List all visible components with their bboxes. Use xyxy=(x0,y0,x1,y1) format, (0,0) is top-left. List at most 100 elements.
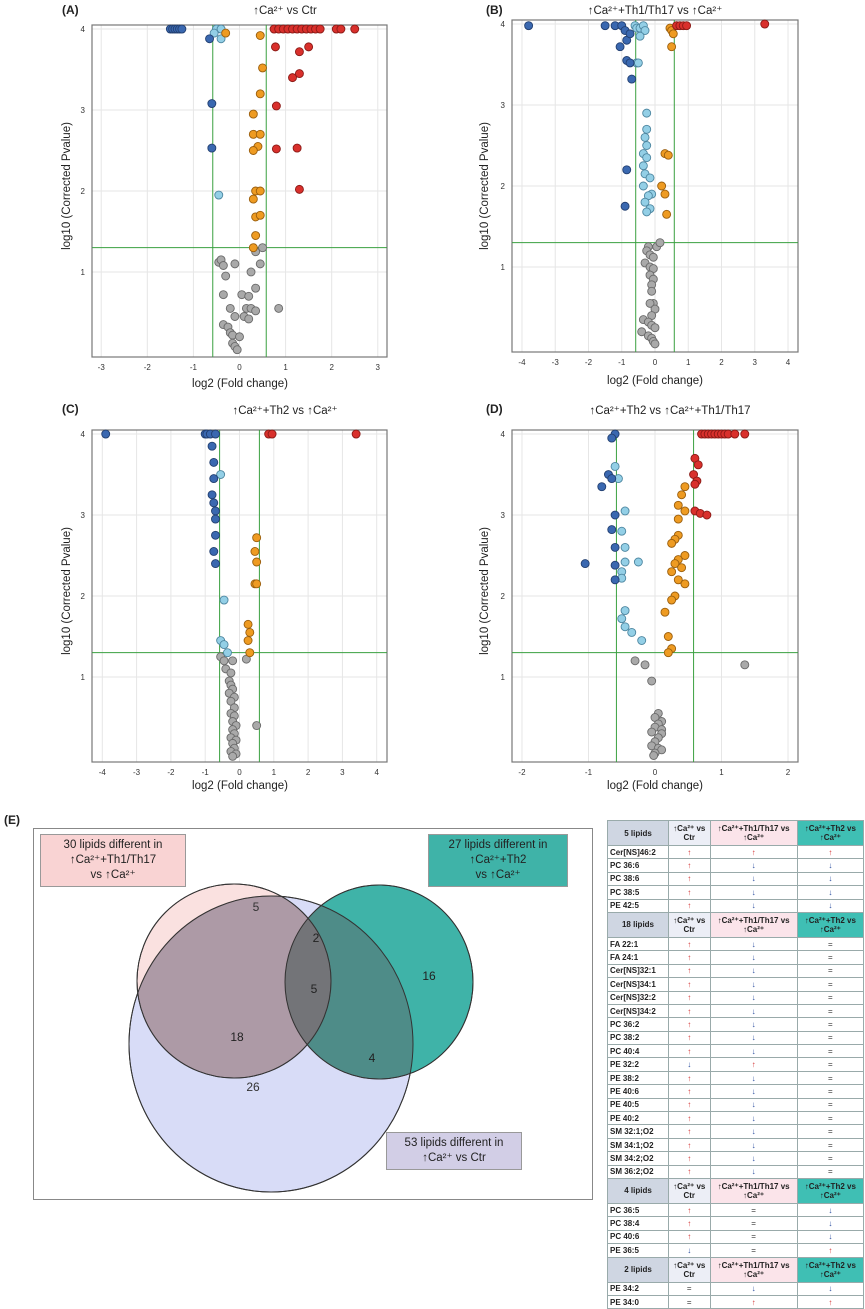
lipid-name: PE 40:5 xyxy=(607,1097,669,1113)
volcano-plot-a: -3 -2 -1 0 1 2 3 1 2 3 4 xyxy=(81,24,388,372)
col-header-ca-vs-ctr: ↑Ca²⁺ vs Ctr xyxy=(668,820,711,846)
x-tick-label: -2 xyxy=(167,768,175,777)
change-indicator: ↑ xyxy=(668,885,711,900)
data-point-lightblue xyxy=(642,207,652,217)
data-point-red xyxy=(294,184,304,194)
data-point-lightblue xyxy=(635,31,645,41)
data-point-darkblue xyxy=(101,429,111,439)
table-row: PE 34:2 = ↓ ↓ xyxy=(607,1281,865,1296)
change-indicator: = xyxy=(796,1070,865,1086)
change-indicator: ↓ xyxy=(709,1137,798,1153)
change-indicator: = xyxy=(796,977,865,992)
x-tick-label: 4 xyxy=(786,358,791,367)
data-point-gray xyxy=(235,332,244,342)
col-header-th1-th17: ↑Ca²⁺+Th1/Th17 vs ↑Ca²⁺ xyxy=(709,820,798,846)
panel-title-b: ↑Ca²⁺+Th1/Th17 vs ↑Ca²⁺ xyxy=(587,5,723,17)
data-point-orange xyxy=(663,648,673,658)
change-indicator: = xyxy=(709,1216,798,1231)
venn-count-pink-only: 5 xyxy=(253,900,260,914)
data-point-lightblue xyxy=(620,542,630,552)
data-point-darkblue xyxy=(620,201,630,211)
table-row: PE 38:2 ↑ ↓ = xyxy=(607,1070,865,1086)
x-tick-label: 1 xyxy=(272,768,277,777)
venn-label-lav-line2: ↑Ca²⁺ vs Ctr xyxy=(422,1152,486,1164)
table-row: FA 22:1 ↑ ↓ = xyxy=(607,936,865,952)
data-point-orange xyxy=(660,607,670,617)
x-tick-label: -1 xyxy=(202,768,210,777)
change-indicator: = xyxy=(796,1017,865,1032)
data-point-orange xyxy=(677,490,687,500)
data-point-gray xyxy=(228,751,238,761)
change-indicator: ↓ xyxy=(709,977,798,992)
data-point-orange xyxy=(252,579,262,589)
table-row: PE 40:2 ↑ ↓ = xyxy=(607,1111,865,1126)
data-point-orange xyxy=(248,243,258,253)
x-tick-label: 3 xyxy=(340,768,345,777)
venn-count-pink-lav: 18 xyxy=(230,1030,244,1044)
data-point-lightblue xyxy=(637,636,647,645)
data-point-gray xyxy=(244,291,254,301)
change-indicator: ↓ xyxy=(796,871,865,887)
data-point-red xyxy=(690,479,700,489)
col-header-th1-th17: ↑Ca²⁺+Th1/Th17 vs ↑Ca²⁺ xyxy=(709,1177,798,1204)
y-tick-label: 1 xyxy=(81,268,86,277)
change-indicator: ↑ xyxy=(668,1003,711,1019)
change-indicator: ↑ xyxy=(668,1030,711,1046)
x-tick-label: 1 xyxy=(686,358,691,367)
data-point-gray xyxy=(244,314,254,324)
data-point-gray xyxy=(255,259,265,269)
x-tick-label: 1 xyxy=(283,363,288,372)
data-point-darkblue xyxy=(211,429,220,439)
change-indicator: ↓ xyxy=(796,858,865,873)
data-point-lightblue xyxy=(638,181,648,191)
data-point-darkblue xyxy=(580,559,590,569)
change-indicator: ↓ xyxy=(709,1030,798,1046)
data-point-gray xyxy=(225,303,235,313)
table-row: Cer[NS]32:2 ↑ ↓ = xyxy=(607,990,865,1005)
data-point-lightblue xyxy=(617,614,627,624)
change-indicator: ↓ xyxy=(709,963,798,979)
data-point-gray xyxy=(218,290,228,300)
data-point-lightblue xyxy=(620,557,630,567)
change-indicator: ↑ xyxy=(709,1057,798,1072)
change-indicator: ↑ xyxy=(709,1294,798,1309)
data-point-red xyxy=(271,42,280,52)
data-point-lightblue xyxy=(642,153,652,163)
data-point-darkblue xyxy=(207,99,217,108)
table-row: SM 32:1;O2 ↑ ↓ = xyxy=(607,1124,865,1139)
data-point-red xyxy=(271,144,281,154)
change-indicator: ↑ xyxy=(668,1202,711,1218)
data-point-orange xyxy=(667,538,677,548)
change-indicator: ↑ xyxy=(668,977,711,992)
lipid-name: PE 34:2 xyxy=(607,1281,669,1296)
data-point-gray xyxy=(274,303,284,313)
venn-label-pink: 30 lipids different in ↑Ca²⁺+Th1/Th17 vs… xyxy=(40,834,186,887)
data-point-gray xyxy=(228,656,238,666)
table-row: PC 40:4 ↑ ↓ = xyxy=(607,1044,865,1059)
data-point-darkblue xyxy=(610,510,620,520)
change-indicator: ↓ xyxy=(709,1084,798,1099)
data-point-orange xyxy=(663,150,673,160)
change-indicator: = xyxy=(668,1294,711,1309)
x-tick-label: 4 xyxy=(374,768,379,777)
table-row: PC 38:2 ↑ ↓ = xyxy=(607,1030,865,1046)
lipid-name: PC 38:2 xyxy=(607,1030,669,1046)
lipid-name: PC 38:4 xyxy=(607,1216,669,1231)
table-row: PE 40:5 ↑ ↓ = xyxy=(607,1097,865,1113)
venn-count-pink-teal: 2 xyxy=(313,931,320,945)
table-group-header: 5 lipids ↑Ca²⁺ vs Ctr ↑Ca²⁺+Th1/Th17 vs ↑C… xyxy=(607,820,865,846)
x-tick-label: 1 xyxy=(719,768,724,777)
venn-count-teal-lav: 4 xyxy=(369,1051,376,1065)
venn-outline-teal xyxy=(284,884,474,1080)
data-point-gray xyxy=(637,327,647,337)
table-row: PE 34:0 = ↑ ↑ xyxy=(607,1294,865,1309)
plot-frame xyxy=(91,24,388,358)
data-point-darkblue xyxy=(211,559,220,569)
change-indicator: = xyxy=(796,990,865,1005)
data-point-orange xyxy=(243,636,253,645)
data-point-gray xyxy=(630,656,640,666)
data-point-orange xyxy=(251,231,261,240)
data-point-orange xyxy=(255,129,265,139)
data-point-lightblue xyxy=(640,26,650,35)
venn-label-pink-line1: 30 lipids different in xyxy=(63,839,163,851)
